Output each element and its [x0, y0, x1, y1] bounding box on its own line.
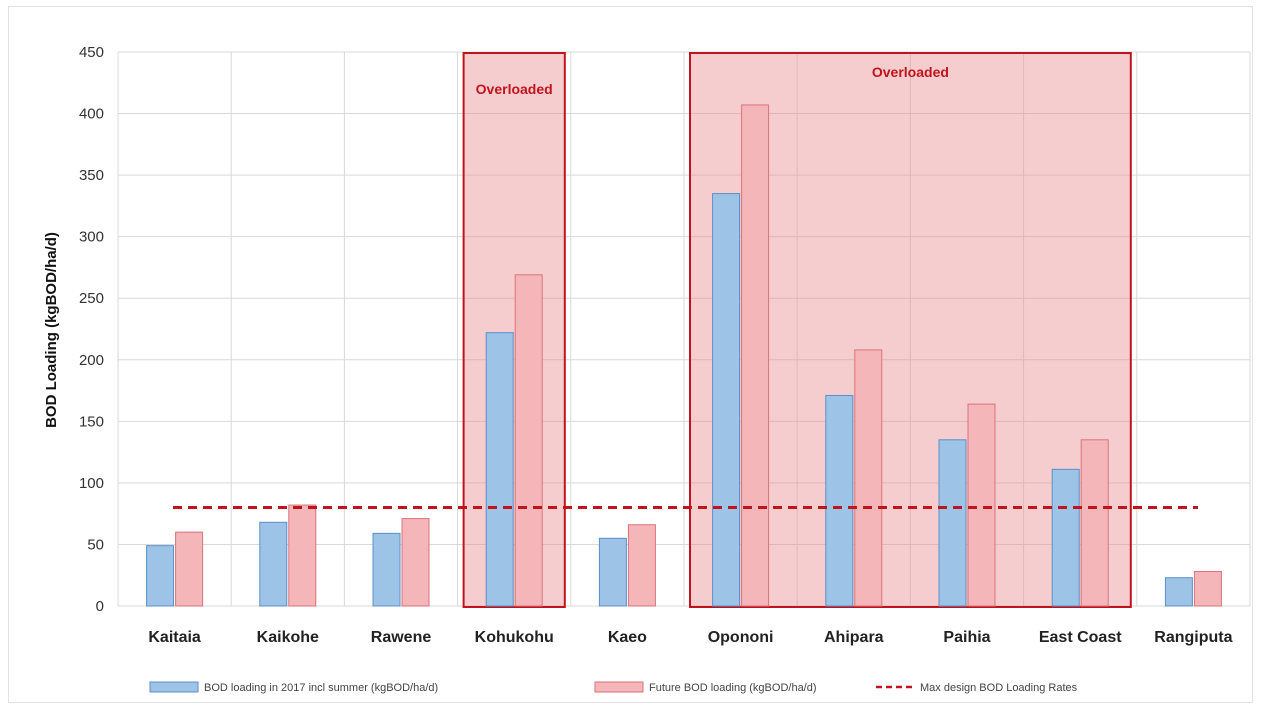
y-tick-label: 250 — [79, 290, 104, 307]
bar-future — [288, 504, 317, 607]
bar-2017 — [485, 332, 514, 607]
y-tick-label: 0 — [96, 598, 104, 615]
x-category-label: Rangiputa — [1154, 629, 1232, 646]
bar-2017 — [1051, 468, 1080, 607]
y-tick-label: 50 — [87, 536, 104, 553]
y-tick-label: 200 — [79, 352, 104, 369]
y-tick-label: 100 — [79, 475, 104, 492]
x-category-label: Rawene — [371, 629, 432, 646]
x-category-label: Ahipara — [824, 629, 884, 646]
bar-2017 — [712, 193, 741, 607]
bar-2017 — [825, 394, 854, 607]
bar-2017 — [259, 521, 288, 607]
x-category-label: Kaitaia — [148, 629, 201, 646]
legend: BOD loading in 2017 incl summer (kgBOD/h… — [149, 681, 1078, 694]
bar-future — [401, 518, 430, 607]
bar-future — [175, 531, 204, 607]
bar-future — [741, 104, 770, 607]
bar-future — [1193, 571, 1222, 607]
overloaded-label: Overloaded — [872, 64, 949, 80]
bar-future — [627, 524, 656, 607]
x-category-label: East Coast — [1039, 629, 1122, 646]
y-tick-label: 450 — [79, 44, 104, 61]
x-category-label: Kaikohe — [257, 629, 319, 646]
legend-label: Future BOD loading (kgBOD/ha/d) — [649, 682, 817, 694]
bar-future — [514, 274, 543, 607]
bar-future — [967, 403, 996, 607]
legend-swatch — [149, 681, 199, 693]
legend-label: BOD loading in 2017 incl summer (kgBOD/h… — [204, 682, 438, 694]
bar-future — [854, 349, 883, 607]
bar-2017 — [598, 537, 627, 607]
y-tick-label: 150 — [79, 413, 104, 430]
bar-2017 — [1164, 577, 1193, 607]
bar-future — [1080, 439, 1109, 607]
y-tick-label: 350 — [79, 167, 104, 184]
y-axis-label: BOD Loading (kgBOD/ha/d) — [43, 232, 60, 428]
y-tick-label: 300 — [79, 229, 104, 246]
x-category-label: Paihia — [943, 629, 990, 646]
bar-2017 — [938, 439, 967, 607]
bars — [146, 104, 1222, 607]
overloaded-label: Overloaded — [476, 81, 553, 97]
bar-2017 — [146, 545, 175, 607]
overloaded-regions: Overloaded Overloaded — [462, 52, 1132, 608]
legend-label: Max design BOD Loading Rates — [920, 682, 1078, 694]
x-category-label: Kaeo — [608, 629, 647, 646]
x-axis-categories: Kaitaia Kaikohe Rawene Kohukohu Kaeo Opononi A… — [148, 629, 1232, 646]
x-category-label: Kohukohu — [475, 629, 554, 646]
legend-swatch — [594, 681, 644, 693]
bar-2017 — [372, 532, 401, 607]
y-tick-label: 400 — [79, 106, 104, 123]
overloaded-region — [462, 52, 566, 608]
y-axis-ticks: 0 50 100 150 200 250 300 350 400 450 — [79, 44, 104, 615]
x-category-label: Opononi — [708, 629, 774, 646]
